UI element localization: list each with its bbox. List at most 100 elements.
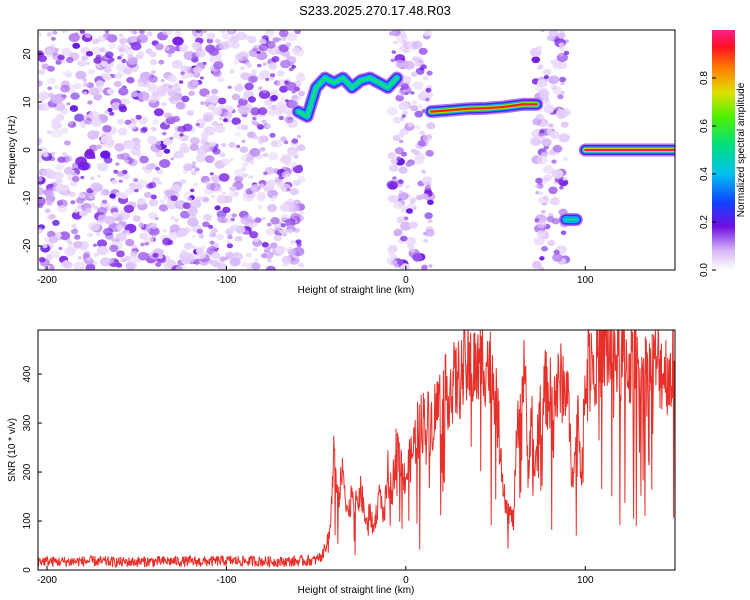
snr-y-ticks: 0 100 200 300 400	[22, 365, 42, 573]
noise-cell	[210, 175, 221, 183]
noise-cell	[70, 200, 76, 205]
noise-cell	[424, 212, 433, 220]
noise-cell	[418, 47, 428, 55]
noise-cell	[280, 229, 288, 236]
noise-cell	[201, 196, 210, 203]
noise-cell	[265, 124, 271, 129]
noise-cell	[106, 88, 115, 95]
noise-cell	[292, 94, 302, 102]
noise-cell	[241, 139, 246, 143]
noise-cell	[158, 204, 169, 212]
noise-cell	[405, 236, 417, 246]
noise-cell	[297, 72, 305, 78]
noise-cell	[560, 81, 565, 86]
noise-cell	[136, 34, 149, 44]
noise-cell	[229, 257, 241, 267]
noise-cell	[240, 66, 245, 71]
noise-cell	[534, 184, 540, 188]
noise-cell	[73, 261, 85, 270]
noise-cell	[211, 194, 216, 198]
noise-cell	[219, 256, 227, 263]
noise-cell	[546, 130, 554, 137]
noise-cell	[91, 118, 102, 127]
noise-cell	[192, 182, 199, 187]
noise-cell	[291, 65, 297, 69]
noise-cell	[536, 230, 546, 238]
noise-cell	[540, 121, 546, 127]
noise-cell	[214, 39, 221, 44]
noise-cell	[219, 152, 226, 158]
figure-title: S233.2025.270.17.48.R03	[299, 3, 451, 18]
noise-cell	[390, 158, 398, 165]
noise-cell	[154, 43, 164, 51]
noise-cell	[298, 90, 305, 97]
noise-cell	[47, 130, 52, 134]
noise-cell	[286, 188, 291, 192]
noise-cell	[386, 106, 398, 116]
noise-cell	[206, 182, 216, 190]
noise-cell	[295, 239, 302, 245]
noise-cell	[179, 133, 184, 137]
noise-cell	[115, 192, 123, 198]
noise-cell	[259, 43, 269, 52]
noise-cell	[403, 216, 409, 221]
noise-cell	[238, 98, 248, 106]
spectrogram-x-label: Height of straight line (km)	[298, 285, 415, 296]
noise-cell	[163, 196, 169, 200]
noise-cell	[532, 261, 542, 269]
noise-cell	[61, 59, 66, 64]
noise-cell	[270, 217, 280, 225]
colorbar-tick-label: 0.2	[699, 215, 710, 229]
noise-cell	[62, 184, 70, 190]
colorbar-tick-label: 0.4	[699, 167, 710, 181]
noise-cell	[38, 183, 42, 189]
noise-cell	[210, 94, 216, 99]
noise-cell	[38, 104, 45, 111]
noise-cell	[547, 239, 556, 247]
noise-cell	[405, 161, 412, 167]
noise-cell	[269, 76, 275, 81]
noise-cell	[217, 216, 227, 224]
noise-cell	[543, 104, 555, 114]
noise-cell	[130, 250, 138, 257]
noise-cell	[38, 227, 44, 234]
snr-x-ticks: -200 -100 0 100	[37, 566, 594, 586]
noise-cell	[106, 257, 115, 264]
noise-cell	[196, 228, 204, 234]
noise-cell	[160, 79, 165, 82]
noise-cell	[272, 37, 280, 43]
snr-x-label: Height of straight line (km)	[298, 585, 415, 596]
noise-cell	[411, 71, 418, 77]
noise-cell	[389, 31, 395, 36]
noise-cell	[274, 230, 281, 236]
noise-cell	[210, 227, 218, 234]
noise-cell	[166, 200, 178, 210]
noise-cell	[209, 141, 216, 147]
noise-cell	[81, 55, 89, 61]
noise-cell	[115, 162, 120, 166]
noise-cell	[48, 235, 59, 244]
noise-cell	[410, 248, 416, 253]
noise-cell	[176, 152, 185, 159]
noise-cell	[100, 150, 111, 159]
noise-cell	[537, 64, 544, 69]
noise-cell	[152, 119, 160, 125]
noise-cell	[287, 108, 292, 113]
noise-cell	[84, 150, 96, 160]
noise-cell	[249, 219, 255, 224]
noise-cell	[138, 222, 145, 228]
noise-cell	[389, 164, 399, 172]
colorbar-ticks: 0.0 0.2 0.4 0.6 0.8	[699, 71, 716, 277]
noise-cell	[277, 37, 282, 41]
noise-cell	[266, 222, 272, 227]
noise-cell	[103, 227, 113, 236]
noise-cell	[137, 81, 144, 88]
noise-cell	[238, 105, 250, 115]
noise-cell	[158, 59, 165, 65]
noise-cell	[542, 68, 552, 76]
noise-cell	[184, 242, 194, 250]
noise-cell	[399, 130, 404, 134]
noise-cell	[187, 197, 192, 201]
noise-cell	[227, 234, 233, 240]
y-tick-label: -20	[22, 238, 33, 253]
